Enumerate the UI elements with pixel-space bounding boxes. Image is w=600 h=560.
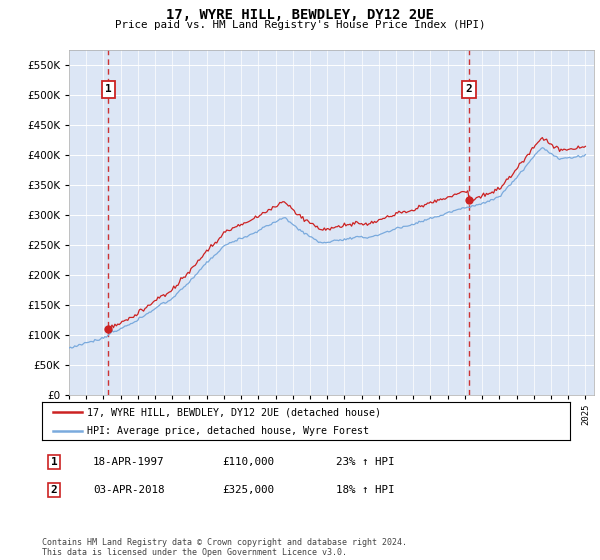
Text: 17, WYRE HILL, BEWDLEY, DY12 2UE (detached house): 17, WYRE HILL, BEWDLEY, DY12 2UE (detach… [87,407,381,417]
Text: 23% ↑ HPI: 23% ↑ HPI [336,457,395,467]
Text: 17, WYRE HILL, BEWDLEY, DY12 2UE: 17, WYRE HILL, BEWDLEY, DY12 2UE [166,8,434,22]
Text: 1: 1 [105,85,112,94]
Text: 2: 2 [50,485,58,495]
Text: 03-APR-2018: 03-APR-2018 [93,485,164,495]
Text: Price paid vs. HM Land Registry's House Price Index (HPI): Price paid vs. HM Land Registry's House … [115,20,485,30]
Text: £325,000: £325,000 [222,485,274,495]
Text: 18% ↑ HPI: 18% ↑ HPI [336,485,395,495]
Text: £110,000: £110,000 [222,457,274,467]
Text: Contains HM Land Registry data © Crown copyright and database right 2024.
This d: Contains HM Land Registry data © Crown c… [42,538,407,557]
Text: HPI: Average price, detached house, Wyre Forest: HPI: Average price, detached house, Wyre… [87,426,369,436]
Text: 2: 2 [466,85,473,94]
Text: 1: 1 [50,457,58,467]
Text: 18-APR-1997: 18-APR-1997 [93,457,164,467]
